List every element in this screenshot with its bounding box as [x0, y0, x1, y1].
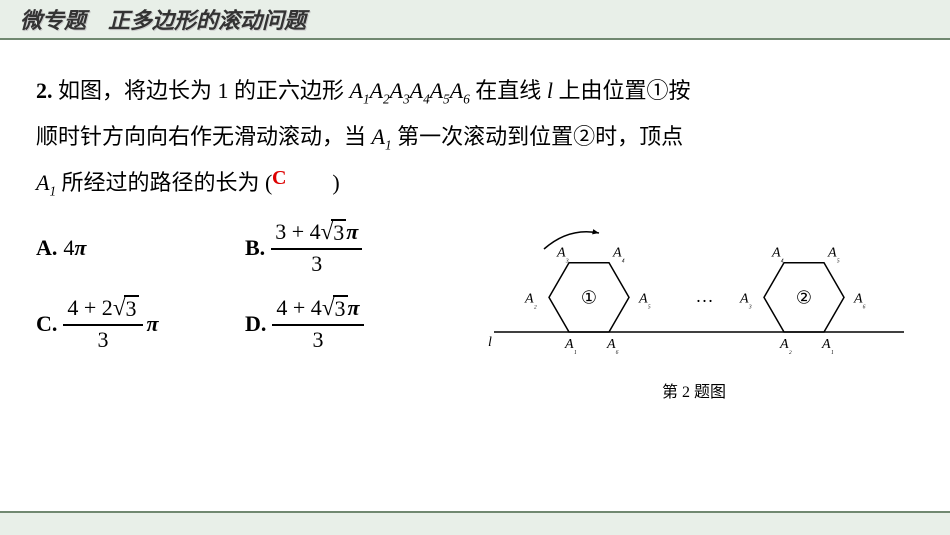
footer-band: [0, 513, 950, 535]
option-b: B. 3 + 43π 3: [245, 219, 454, 277]
svg-text:②: ②: [796, 287, 812, 307]
hexagon-name: A: [350, 78, 363, 103]
option-b-frac: 3 + 43π 3: [271, 219, 362, 275]
svg-text:A₆: A₆: [853, 291, 866, 308]
svg-text:A₂: A₂: [524, 291, 537, 308]
options-col-right: B. 3 + 43π 3 D. 4 + 43π 3: [245, 219, 454, 353]
svg-text:A₅: A₅: [827, 245, 840, 262]
diagram-caption: 第 2 题图: [474, 378, 914, 402]
option-d: D. 4 + 43π 3: [245, 295, 454, 353]
vertex-a1-again: A1: [36, 170, 56, 195]
svg-text:A₂: A₂: [779, 337, 792, 354]
svg-text:①: ①: [581, 287, 597, 307]
option-c-pi: π: [147, 311, 159, 337]
diagram-wrap: l A₁ A₂ A₃ A₄ A₅ A₆ ① A₂ A₃ A₄ A₅ A₆ A₁ ② … 第 2 题图: [474, 219, 914, 402]
svg-text:A₃: A₃: [556, 245, 569, 262]
option-a-value: 4π: [63, 235, 86, 261]
option-c-letter: C.: [36, 311, 57, 337]
q-text-1c: 上由位置①按: [553, 78, 691, 103]
q-text-2a: 顺时针方向向右作无滑动滚动，当: [36, 124, 372, 149]
option-c-frac: 4 + 23 3: [63, 295, 142, 351]
svg-text:A₁: A₁: [564, 337, 577, 354]
svg-text:l: l: [488, 335, 492, 350]
option-b-letter: B.: [245, 235, 265, 261]
options-row: A. 4π C. 4 + 23 3 π B. 3 + 43π 3: [36, 219, 914, 402]
options-col-left: A. 4π C. 4 + 23 3 π: [36, 219, 245, 353]
q-text-1a: 如图，将边长为 1 的正六边形: [58, 78, 350, 103]
question-number: 2.: [36, 78, 53, 103]
svg-text:A₅: A₅: [638, 291, 651, 308]
question-text: 2. 如图，将边长为 1 的正六边形 A1A2A3A4A5A6 在直线 l 上由…: [36, 68, 914, 207]
diagram-svg: l A₁ A₂ A₃ A₄ A₅ A₆ ① A₂ A₃ A₄ A₅ A₆ A₁ ② …: [474, 219, 914, 369]
option-c: C. 4 + 23 3 π: [36, 295, 245, 353]
vertex-a1: A1: [372, 124, 392, 149]
header-bar: 微专题 正多边形的滚动问题: [0, 0, 950, 40]
answer-mark: C: [272, 167, 286, 190]
svg-text:A₃: A₃: [739, 291, 752, 308]
content-area: 2. 如图，将边长为 1 的正六边形 A1A2A3A4A5A6 在直线 l 上由…: [0, 40, 950, 402]
svg-text:…: …: [696, 286, 714, 306]
svg-text:A₄: A₄: [612, 245, 625, 262]
q-text-3b: ): [332, 170, 339, 195]
option-d-letter: D.: [245, 311, 266, 337]
svg-text:A₁: A₁: [821, 337, 834, 354]
option-d-frac: 4 + 43π 3: [272, 295, 363, 351]
option-a: A. 4π: [36, 219, 245, 277]
option-a-letter: A.: [36, 235, 57, 261]
q-text-3a: 所经过的路径的长为 (: [56, 170, 272, 195]
svg-text:A₆: A₆: [606, 337, 619, 354]
q-text-1b: 在直线: [470, 78, 547, 103]
q-text-2b: 第一次滚动到位置②时，顶点: [392, 124, 684, 149]
header-title: 微专题 正多边形的滚动问题: [20, 3, 306, 35]
svg-text:A₄: A₄: [771, 245, 784, 262]
